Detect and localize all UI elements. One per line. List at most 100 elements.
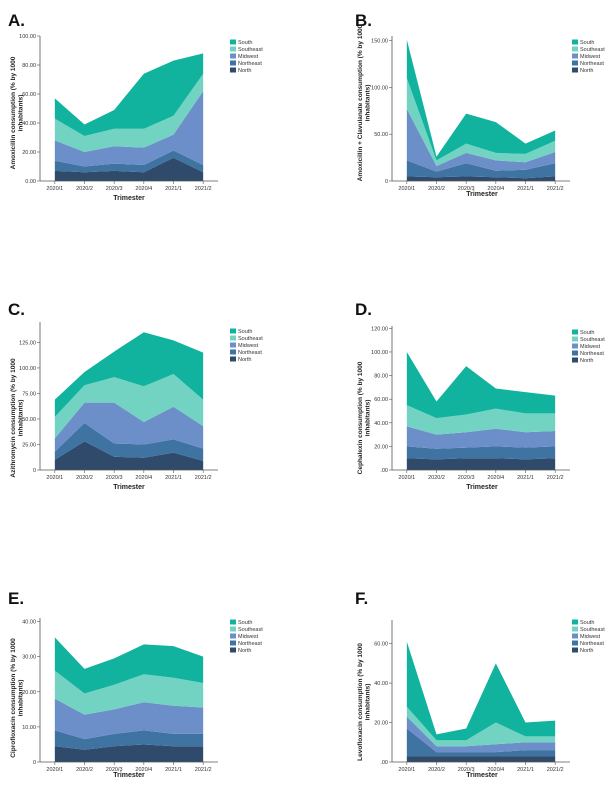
panel-label: A. — [8, 11, 25, 30]
legend-label: South — [238, 329, 252, 335]
legend-label: Southeast — [238, 627, 263, 633]
legend-label: Southeast — [238, 47, 263, 53]
x-tick-label: 2020/1 — [398, 767, 415, 773]
legend-swatch-north — [230, 67, 236, 73]
y-tick-label: 60.00 — [374, 642, 388, 648]
x-tick-label: 2020/1 — [46, 186, 63, 192]
area-midwest — [54, 91, 204, 167]
legend-swatch-midwest — [572, 53, 578, 59]
x-tick-label: 2020/3 — [458, 767, 475, 773]
x-axis-title: Trimester — [466, 484, 498, 491]
y-axis-title: Amoxicillin + Clavulanate consumption (%… — [357, 24, 372, 181]
y-tick-label: 40.00 — [22, 620, 36, 626]
area-north — [54, 441, 204, 470]
x-tick-label: 2020/1 — [398, 186, 415, 192]
legend-label: Southeast — [238, 336, 263, 342]
legend-label: Northeast — [238, 350, 262, 356]
area-southeast — [406, 706, 556, 747]
legend-label: North — [580, 358, 593, 364]
legend-swatch-northeast — [230, 349, 236, 355]
area-midwest — [406, 426, 556, 449]
legend-swatch-south — [572, 329, 578, 335]
legend-label: Southeast — [580, 47, 605, 53]
x-tick-label: 2020/3 — [106, 767, 123, 773]
x-tick-label: 2021/1 — [165, 767, 182, 773]
legend-label: Northeast — [580, 61, 604, 67]
area-southeast — [406, 405, 556, 435]
area-northeast — [54, 150, 204, 173]
y-axis-title: Amoxicillin consumption (% by 1000inhabi… — [10, 56, 25, 169]
x-tick-label: 2021/2 — [547, 767, 564, 773]
y-tick-label: 50.00 — [374, 132, 388, 138]
legend-label: North — [580, 68, 593, 74]
panel-label: E. — [8, 589, 24, 608]
area-south — [406, 351, 556, 419]
area-southeast — [406, 78, 556, 167]
legend-swatch-southeast — [230, 626, 236, 632]
legend-label: Midwest — [238, 343, 259, 349]
x-tick-label: 2021/1 — [517, 767, 534, 773]
y-tick-label: 150.00 — [371, 39, 388, 45]
x-tick-label: 2020/4 — [487, 767, 504, 773]
legend-label: Northeast — [580, 641, 604, 647]
y-tick-label: .00 — [380, 760, 388, 766]
panel-label: D. — [355, 300, 372, 319]
legend-swatch-north — [572, 647, 578, 653]
legend-swatch-south — [230, 328, 236, 334]
area-midwest — [406, 108, 556, 172]
x-tick-label: 2020/1 — [46, 475, 63, 481]
y-axis-title: Cephalexin consumption (% by 1000inhabit… — [357, 361, 372, 474]
y-tick-label: 50.00 — [22, 417, 36, 423]
x-tick-label: 2020/2 — [76, 186, 93, 192]
x-axis-title: Trimester — [113, 772, 145, 779]
legend-swatch-midwest — [230, 342, 236, 348]
y-tick-label: 30.00 — [22, 655, 36, 661]
legend-label: Northeast — [580, 351, 604, 357]
legend-label: Southeast — [580, 337, 605, 343]
y-tick-label: 80.00 — [374, 374, 388, 380]
x-tick-label: 2020/1 — [398, 475, 415, 481]
chart-panel-b: B. 0 50.00 100.00 150.00 2020/1 2020/2 2020/3 20… — [355, 11, 605, 198]
legend-swatch-midwest — [230, 633, 236, 639]
area-northeast — [406, 160, 556, 179]
area-north — [406, 458, 556, 470]
area-north — [406, 756, 556, 762]
area-north — [406, 176, 556, 181]
area-south — [406, 39, 556, 161]
panel-label: B. — [355, 11, 372, 30]
y-tick-label: 60.00 — [374, 397, 388, 403]
legend-label: North — [580, 648, 593, 654]
x-tick-label: 2021/1 — [517, 186, 534, 192]
y-tick-label: 40.00 — [22, 121, 36, 127]
legend-swatch-north — [572, 357, 578, 363]
y-tick-label: 20.00 — [374, 721, 388, 727]
legend-swatch-southeast — [230, 335, 236, 341]
legend-label: Northeast — [238, 641, 262, 647]
chart-panel-d: D. .00 20.00 40.00 60.00 80.00 100.00 120.00 202… — [355, 300, 605, 491]
y-tick-label: 100.00 — [19, 34, 36, 40]
y-axis-title: Levofloxacin consumption (% by 1000inhab… — [357, 643, 372, 761]
x-tick-label: 2020/4 — [487, 186, 504, 192]
x-tick-label: 2020/3 — [458, 475, 475, 481]
legend-swatch-southeast — [230, 46, 236, 52]
legend-swatch-northeast — [230, 60, 236, 66]
x-axis-title: Trimester — [466, 772, 498, 779]
panel-label: F. — [355, 589, 368, 608]
y-tick-label: 0 — [385, 179, 388, 185]
legend-swatch-south — [572, 619, 578, 625]
legend-label: South — [580, 330, 594, 336]
x-tick-label: 2020/3 — [106, 475, 123, 481]
area-south — [54, 637, 204, 694]
legend-swatch-southeast — [572, 336, 578, 342]
legend-swatch-south — [230, 619, 236, 625]
x-tick-label: 2021/2 — [547, 475, 564, 481]
legend-swatch-southeast — [572, 46, 578, 52]
x-axis-title: Trimester — [466, 191, 498, 198]
legend-swatch-northeast — [230, 640, 236, 646]
legend-label: North — [238, 357, 251, 363]
area-midwest — [54, 402, 204, 452]
legend-label: South — [238, 40, 252, 46]
